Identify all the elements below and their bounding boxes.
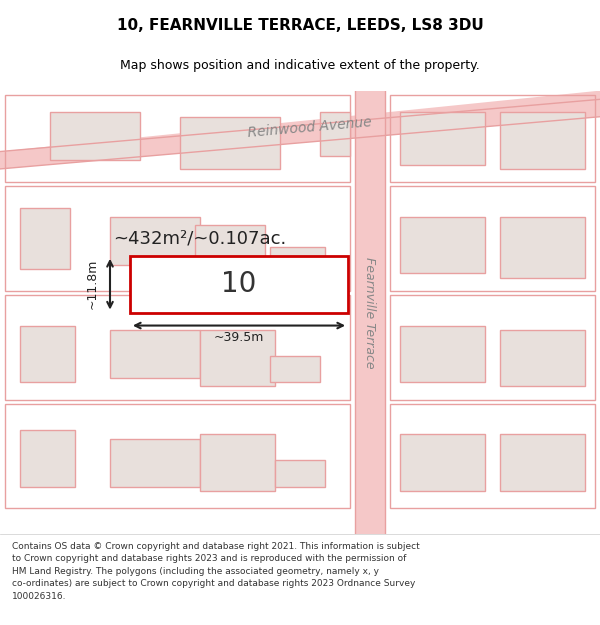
Polygon shape [0, 91, 600, 169]
Bar [50, 112, 140, 160]
Bar [270, 356, 320, 382]
Bar [180, 117, 280, 169]
Bar [500, 434, 585, 491]
Text: Map shows position and indicative extent of the property.: Map shows position and indicative extent… [120, 59, 480, 72]
Bar [400, 326, 485, 382]
Bar [390, 404, 595, 508]
Text: Reinwood Avenue: Reinwood Avenue [247, 115, 373, 139]
Bar [500, 217, 585, 278]
Bar [130, 256, 348, 312]
Bar [320, 112, 350, 156]
Bar [5, 295, 350, 399]
Bar [200, 434, 275, 491]
Bar [500, 330, 585, 386]
Bar [400, 434, 485, 491]
Bar [390, 186, 595, 291]
Bar [5, 95, 350, 182]
Bar [5, 186, 350, 291]
Bar [110, 217, 200, 264]
Bar [5, 404, 350, 508]
Bar [20, 208, 70, 269]
Bar [110, 330, 200, 378]
Polygon shape [355, 91, 385, 534]
Text: Contains OS data © Crown copyright and database right 2021. This information is : Contains OS data © Crown copyright and d… [12, 542, 420, 601]
Bar [400, 217, 485, 273]
Bar [110, 439, 200, 486]
Text: 10, FEARNVILLE TERRACE, LEEDS, LS8 3DU: 10, FEARNVILLE TERRACE, LEEDS, LS8 3DU [116, 18, 484, 33]
Text: 10: 10 [221, 270, 257, 298]
Bar [275, 461, 325, 486]
Bar [390, 295, 595, 399]
Bar [200, 330, 275, 386]
Bar [500, 112, 585, 169]
Text: ~39.5m: ~39.5m [214, 331, 264, 344]
Bar [195, 226, 265, 278]
Text: ~432m²/~0.107ac.: ~432m²/~0.107ac. [113, 229, 287, 248]
Text: Fearnville Terrace: Fearnville Terrace [364, 257, 377, 368]
Text: ~11.8m: ~11.8m [86, 259, 98, 309]
Bar [390, 95, 595, 182]
Bar [20, 430, 75, 486]
Bar [20, 326, 75, 382]
Bar [270, 248, 325, 273]
Bar [400, 112, 485, 164]
